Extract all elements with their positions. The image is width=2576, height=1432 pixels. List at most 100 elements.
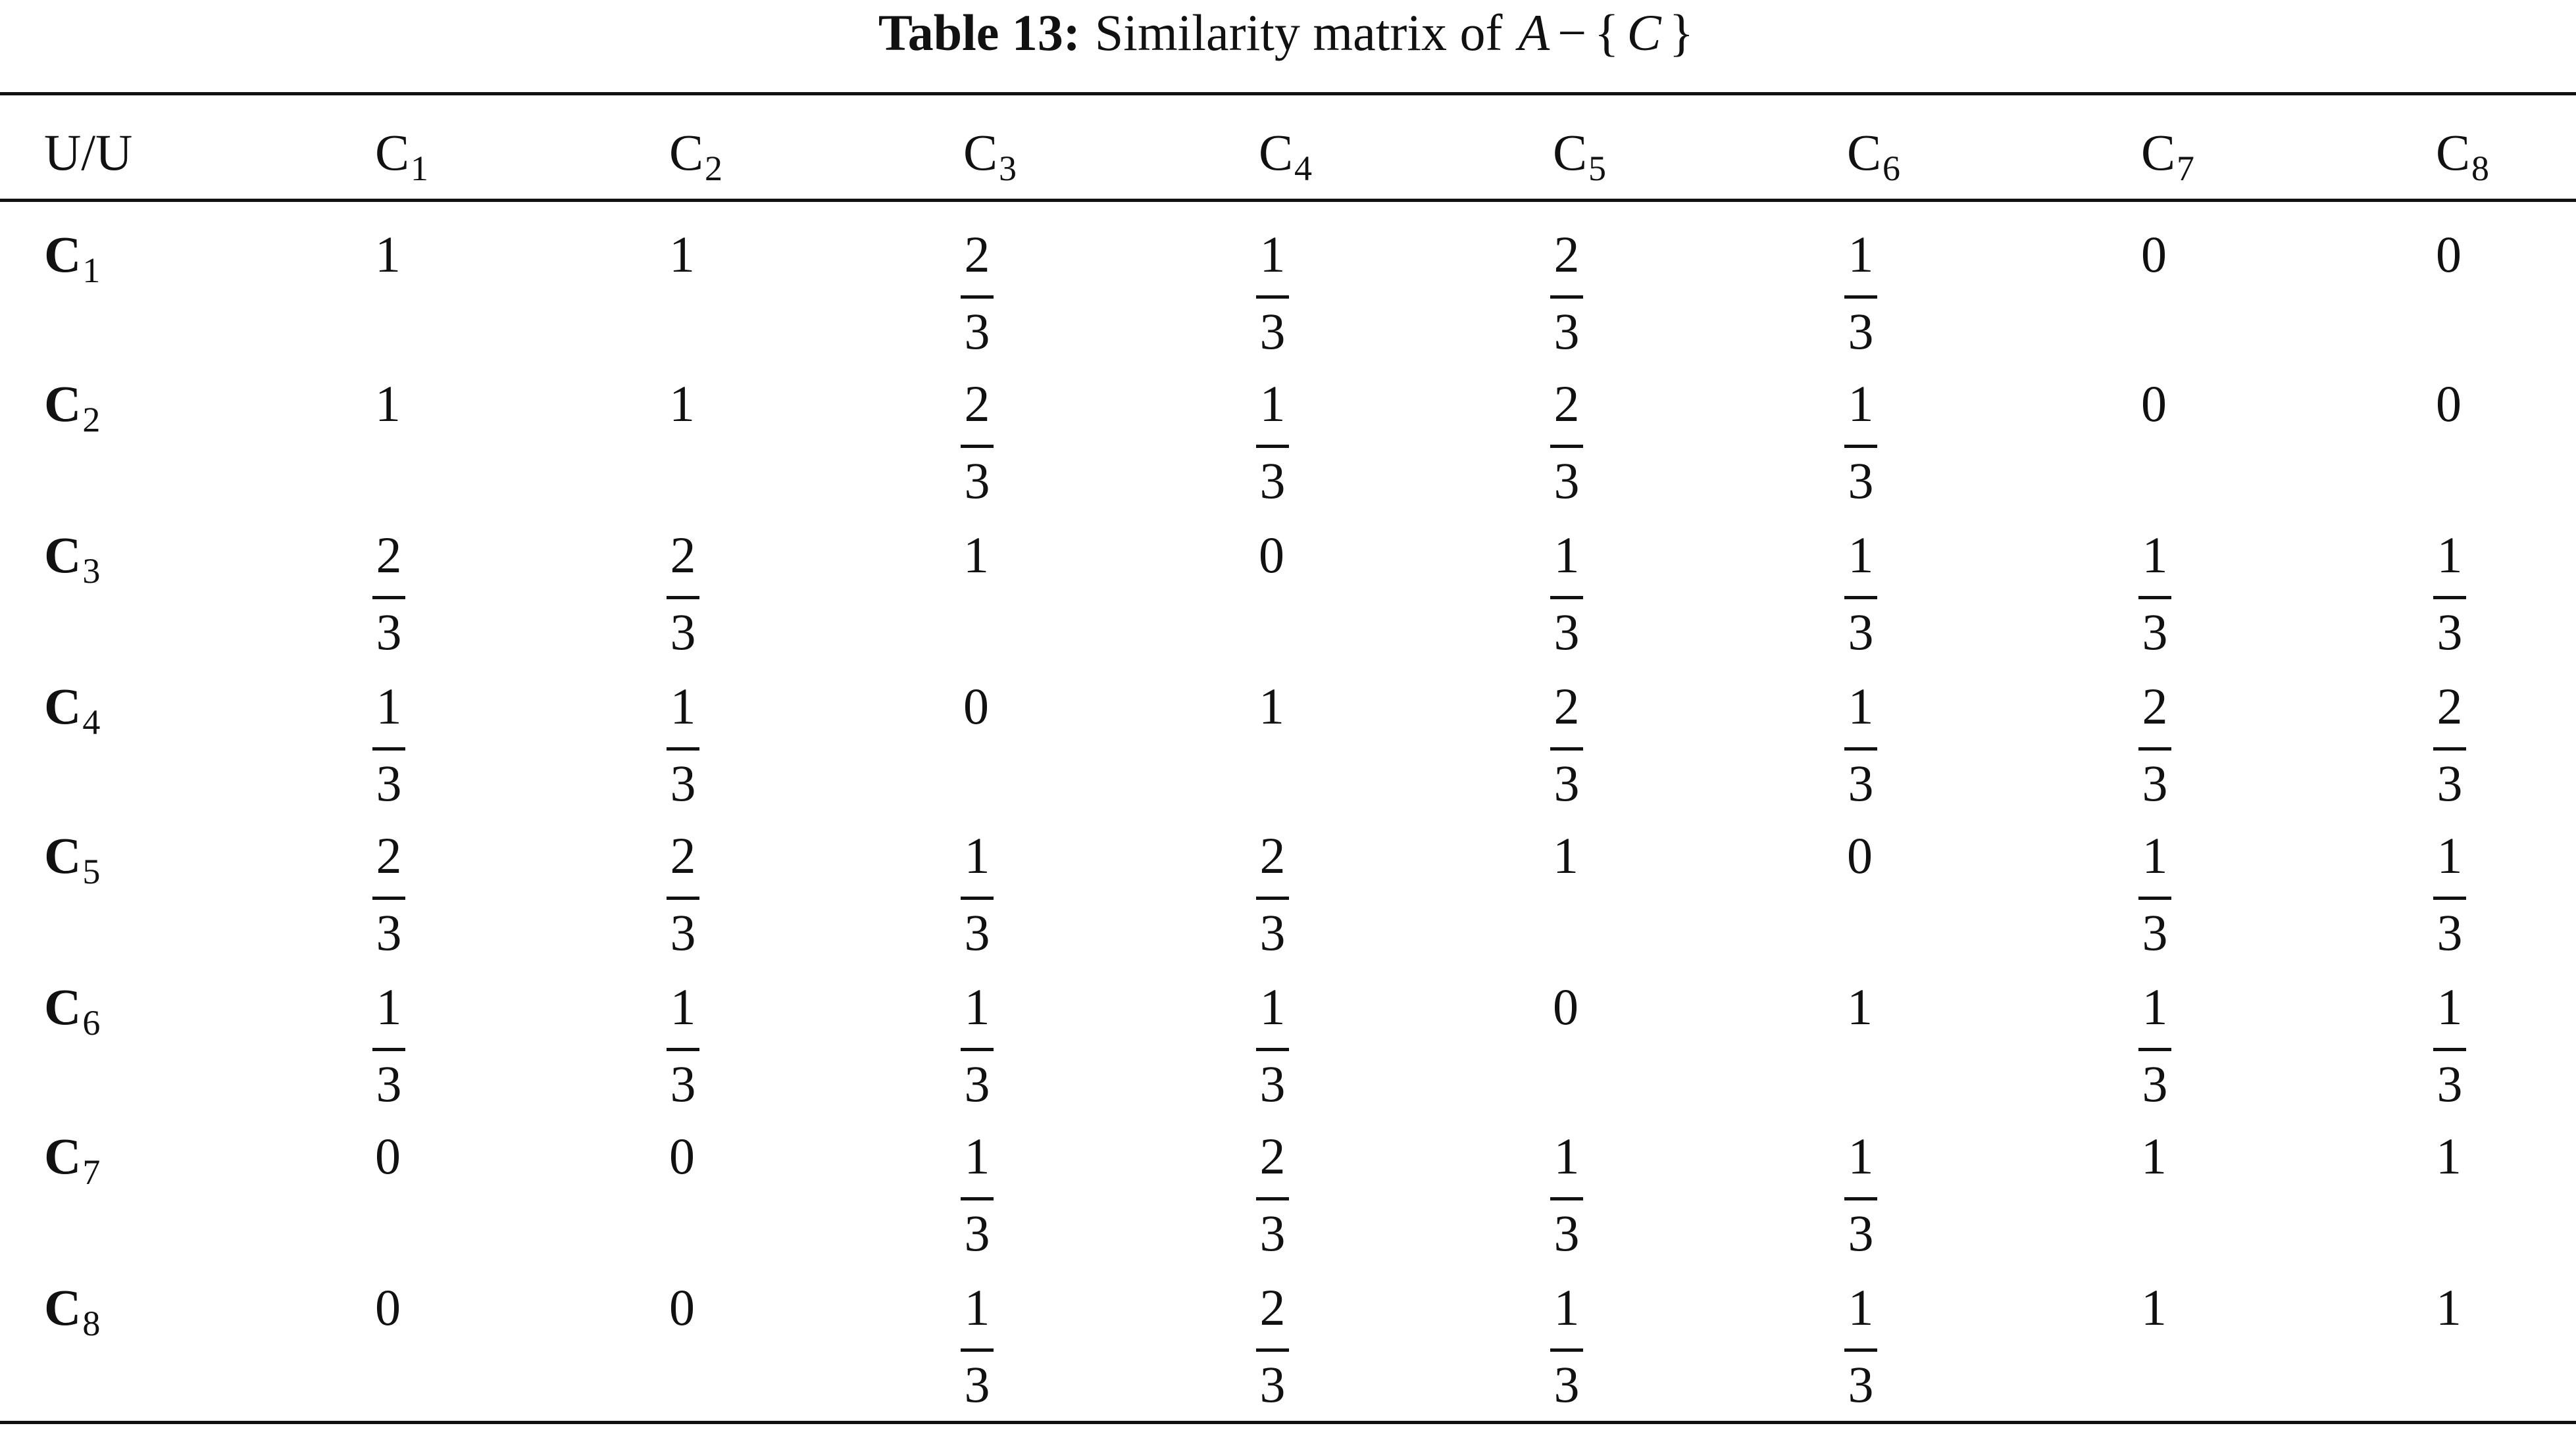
cell: 1 bbox=[669, 375, 695, 432]
fraction-bar bbox=[1844, 445, 1877, 448]
subscript: 3 bbox=[999, 149, 1017, 188]
denominator: 3 bbox=[2142, 904, 2168, 961]
cell: 1 bbox=[1847, 978, 1873, 1035]
fraction-bar bbox=[961, 445, 994, 448]
cell: 0 bbox=[963, 678, 989, 735]
denominator: 3 bbox=[2142, 603, 2168, 660]
numerator: 1 bbox=[1553, 1127, 1580, 1185]
denominator: 3 bbox=[1848, 603, 1874, 660]
column-header: C3 bbox=[963, 127, 1017, 187]
subscript: 1 bbox=[411, 149, 429, 188]
denominator: 3 bbox=[2437, 603, 2463, 660]
numerator: 1 bbox=[1553, 1279, 1580, 1336]
subscript: 2 bbox=[82, 400, 101, 439]
symbol: C bbox=[2436, 124, 2471, 181]
cell: 1 bbox=[375, 226, 401, 283]
subscript: 4 bbox=[82, 703, 101, 742]
symbol: C bbox=[1847, 124, 1882, 181]
math-part: } bbox=[1669, 4, 1694, 61]
numerator: 1 bbox=[964, 1279, 990, 1336]
fraction-bar bbox=[1844, 747, 1877, 751]
numerator: 2 bbox=[1553, 375, 1580, 432]
denominator: 3 bbox=[1848, 754, 1874, 812]
caption-math: A −{C} bbox=[1515, 4, 1698, 61]
subscript: 5 bbox=[82, 852, 101, 891]
cell: 0 bbox=[1553, 978, 1578, 1035]
cell: 0 bbox=[2141, 226, 2167, 283]
fraction-bar bbox=[1550, 747, 1583, 751]
fraction-bar bbox=[1550, 596, 1583, 599]
numerator: 2 bbox=[670, 526, 696, 583]
cell: 0 bbox=[2436, 226, 2462, 283]
fraction-bar bbox=[961, 897, 994, 900]
denominator: 3 bbox=[1259, 904, 1286, 961]
column-header: U/U bbox=[44, 124, 133, 181]
fraction-bar bbox=[1256, 295, 1289, 299]
cell: 1 bbox=[375, 375, 401, 432]
denominator: 3 bbox=[1848, 1356, 1874, 1413]
fraction-bar bbox=[1550, 1348, 1583, 1352]
cell: 1 bbox=[2436, 1279, 2462, 1336]
numerator: 2 bbox=[1259, 1279, 1286, 1336]
symbol: C bbox=[375, 124, 410, 181]
denominator: 3 bbox=[376, 603, 402, 660]
symbol: C bbox=[2141, 124, 2176, 181]
numerator: 1 bbox=[2437, 978, 2463, 1035]
denominator: 3 bbox=[964, 1204, 990, 1262]
symbol: C bbox=[44, 1279, 82, 1336]
denominator: 3 bbox=[964, 904, 990, 961]
fraction-bar bbox=[2433, 747, 2466, 751]
denominator: 3 bbox=[2437, 1055, 2463, 1112]
denominator: 3 bbox=[670, 1055, 696, 1112]
numerator: 2 bbox=[1259, 827, 1286, 884]
denominator: 3 bbox=[1848, 303, 1874, 360]
fraction-bar bbox=[961, 295, 994, 299]
fraction-bar bbox=[372, 747, 405, 751]
column-header: C2 bbox=[669, 127, 722, 187]
column-header: C1 bbox=[375, 124, 428, 187]
cell: 1 bbox=[2141, 1279, 2167, 1336]
denominator: 3 bbox=[670, 904, 696, 961]
cell: 1 bbox=[963, 526, 989, 583]
denominator: 3 bbox=[1553, 1356, 1580, 1413]
denominator: 3 bbox=[670, 603, 696, 660]
fraction-bar bbox=[667, 1048, 699, 1051]
denominator: 3 bbox=[1553, 754, 1580, 812]
numerator: 1 bbox=[670, 978, 696, 1035]
cell: 0 bbox=[2436, 375, 2462, 432]
numerator: 2 bbox=[376, 526, 402, 583]
fraction-bar bbox=[961, 1197, 994, 1200]
math-part: { bbox=[1594, 4, 1619, 61]
fraction-bar bbox=[1844, 596, 1877, 599]
numerator: 2 bbox=[1259, 1127, 1286, 1185]
denominator: 3 bbox=[1848, 1204, 1874, 1262]
denominator: 3 bbox=[1848, 452, 1874, 509]
denominator: 3 bbox=[1553, 603, 1580, 660]
row-header: C3 bbox=[44, 530, 100, 589]
math-part: C bbox=[1627, 4, 1661, 61]
denominator: 3 bbox=[2437, 754, 2463, 812]
cell: 0 bbox=[375, 1127, 401, 1185]
column-header: C6 bbox=[1847, 124, 1900, 187]
column-header: C8 bbox=[2436, 124, 2489, 187]
column-header: C7 bbox=[2141, 124, 2194, 187]
denominator: 3 bbox=[1259, 1055, 1286, 1112]
cell: 0 bbox=[1847, 827, 1873, 884]
cell: 0 bbox=[375, 1279, 401, 1336]
subscript: 3 bbox=[82, 551, 101, 591]
fraction-bar bbox=[667, 897, 699, 900]
symbol: C bbox=[44, 226, 82, 283]
cell: 0 bbox=[669, 1279, 695, 1336]
row-header: C7 bbox=[44, 1131, 100, 1191]
subscript: 6 bbox=[1882, 149, 1901, 188]
fraction-bar bbox=[372, 897, 405, 900]
numerator: 2 bbox=[964, 226, 990, 283]
fraction-bar bbox=[372, 596, 405, 599]
cell: 0 bbox=[669, 1127, 695, 1185]
denominator: 3 bbox=[1553, 303, 1580, 360]
symbol: C bbox=[44, 978, 82, 1035]
bottom-rule bbox=[0, 1421, 2576, 1424]
subscript: 8 bbox=[82, 1304, 101, 1343]
cell: 1 bbox=[669, 226, 695, 283]
fraction-bar bbox=[1844, 1197, 1877, 1200]
